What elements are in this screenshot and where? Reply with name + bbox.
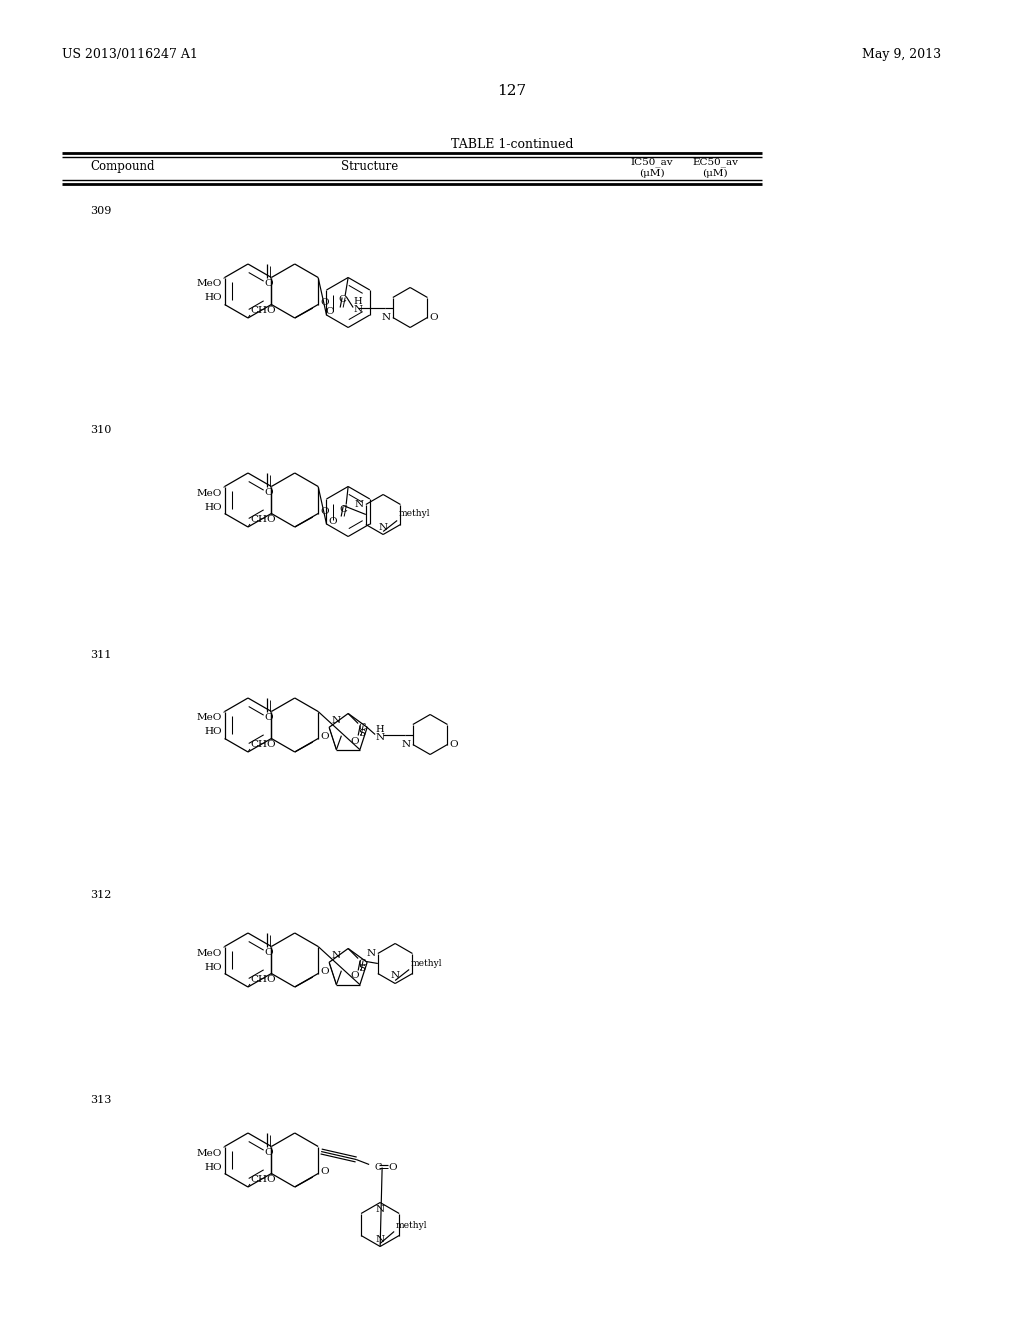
Text: O: O xyxy=(264,279,272,288)
Text: C: C xyxy=(339,504,347,513)
Text: C: C xyxy=(358,723,366,733)
Text: O: O xyxy=(264,1148,272,1158)
Text: 310: 310 xyxy=(90,425,112,436)
Text: MeO: MeO xyxy=(197,949,221,957)
Text: HO: HO xyxy=(204,962,221,972)
Text: O: O xyxy=(429,313,438,322)
Text: O: O xyxy=(351,972,359,981)
Text: N: N xyxy=(379,523,388,532)
Text: 313: 313 xyxy=(90,1096,112,1105)
Text: S: S xyxy=(358,730,366,738)
Text: C: C xyxy=(338,296,346,305)
Text: O: O xyxy=(321,507,329,516)
Text: HO: HO xyxy=(204,503,221,511)
Text: (μM): (μM) xyxy=(702,169,728,178)
Text: O: O xyxy=(321,968,329,975)
Text: O: O xyxy=(326,308,335,317)
Text: CHO: CHO xyxy=(250,1175,275,1184)
Text: N: N xyxy=(376,1204,385,1213)
Text: O: O xyxy=(329,516,338,525)
Text: TABLE 1-continued: TABLE 1-continued xyxy=(451,139,573,150)
Text: HO: HO xyxy=(204,293,221,302)
Text: O: O xyxy=(450,741,458,748)
Text: O: O xyxy=(264,948,272,957)
Text: 312: 312 xyxy=(90,890,112,900)
Text: IC50_av: IC50_av xyxy=(631,157,674,166)
Text: N: N xyxy=(382,313,391,322)
Text: N: N xyxy=(353,305,362,314)
Text: 127: 127 xyxy=(498,84,526,98)
Text: MeO: MeO xyxy=(197,1148,221,1158)
Text: MeO: MeO xyxy=(197,280,221,289)
Text: 311: 311 xyxy=(90,649,112,660)
Text: (μM): (μM) xyxy=(639,169,665,178)
Text: C: C xyxy=(374,1163,382,1172)
Text: N: N xyxy=(375,733,384,742)
Text: C: C xyxy=(358,958,366,968)
Text: HO: HO xyxy=(204,1163,221,1172)
Text: N: N xyxy=(354,500,364,510)
Text: O: O xyxy=(321,298,329,308)
Text: methyl: methyl xyxy=(398,510,430,519)
Text: O: O xyxy=(264,488,272,498)
Text: H: H xyxy=(375,725,384,734)
Text: CHO: CHO xyxy=(250,975,275,983)
Text: 309: 309 xyxy=(90,206,112,216)
Text: Structure: Structure xyxy=(341,160,398,173)
Text: Compound: Compound xyxy=(90,160,155,173)
Text: MeO: MeO xyxy=(197,714,221,722)
Text: US 2013/0116247 A1: US 2013/0116247 A1 xyxy=(62,48,198,61)
Text: S: S xyxy=(358,965,366,973)
Text: H: H xyxy=(353,297,361,305)
Text: O: O xyxy=(388,1163,396,1172)
Text: N: N xyxy=(376,1234,385,1243)
Text: N: N xyxy=(331,717,340,725)
Text: methyl: methyl xyxy=(411,958,441,968)
Text: N: N xyxy=(367,949,376,958)
Text: CHO: CHO xyxy=(250,306,275,315)
Text: EC50_av: EC50_av xyxy=(692,157,738,166)
Text: O: O xyxy=(264,713,272,722)
Text: N: N xyxy=(390,972,399,981)
Text: CHO: CHO xyxy=(250,741,275,748)
Text: methyl: methyl xyxy=(395,1221,427,1229)
Text: O: O xyxy=(321,733,329,741)
Text: N: N xyxy=(331,952,340,961)
Text: MeO: MeO xyxy=(197,488,221,498)
Text: O: O xyxy=(351,737,359,746)
Text: O: O xyxy=(321,1167,329,1176)
Text: May 9, 2013: May 9, 2013 xyxy=(862,48,941,61)
Text: CHO: CHO xyxy=(250,515,275,524)
Text: HO: HO xyxy=(204,727,221,737)
Text: N: N xyxy=(401,741,411,748)
